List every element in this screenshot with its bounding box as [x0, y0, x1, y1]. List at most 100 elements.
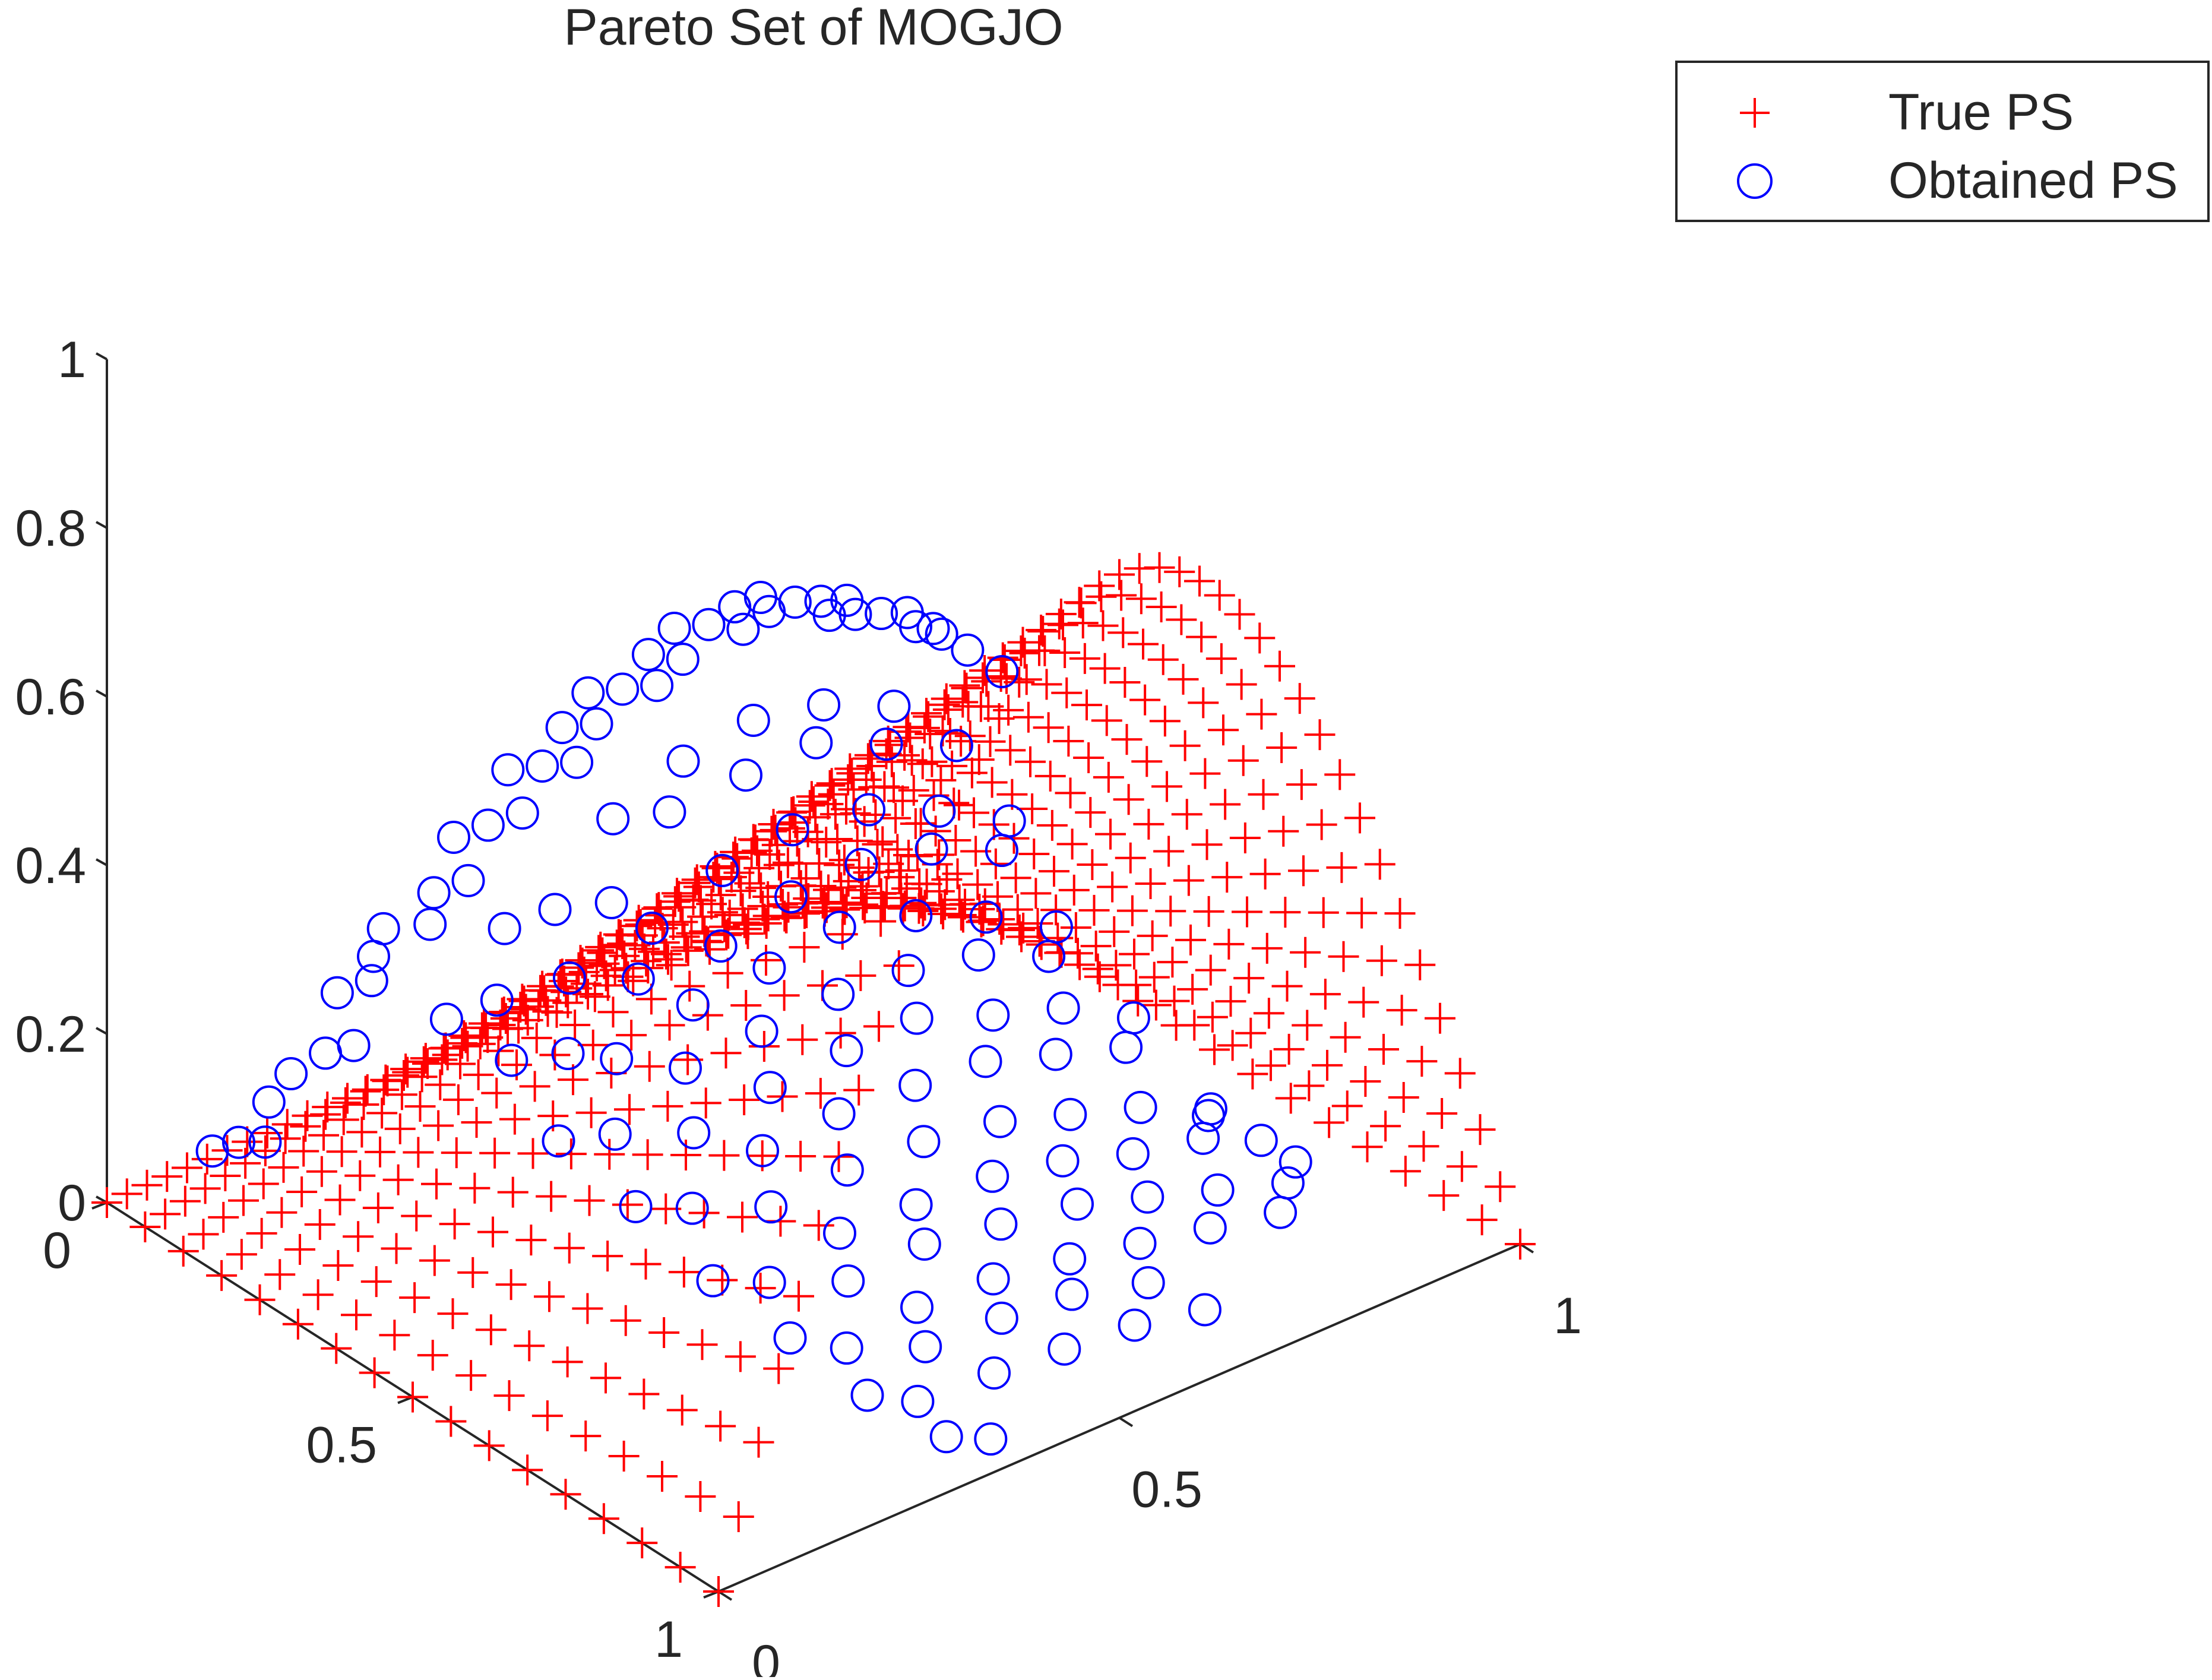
- obtained-ps-point: [692, 608, 726, 641]
- obtained-ps-point: [822, 1097, 856, 1131]
- true-ps-point: [332, 1083, 363, 1114]
- true-ps-point: [1188, 687, 1219, 719]
- true-ps-point: [1227, 745, 1259, 776]
- true-ps-point: [206, 1260, 238, 1291]
- true-ps-point: [619, 929, 651, 961]
- true-ps-point: [756, 815, 787, 847]
- true-ps-point: [360, 1266, 392, 1298]
- obtained-ps-point: [366, 912, 400, 945]
- obtained-ps-point: [666, 744, 700, 778]
- true-ps-point: [1184, 565, 1215, 597]
- true-ps-point: [232, 1126, 263, 1157]
- true-ps-point: [884, 862, 915, 893]
- true-ps-point: [1464, 1114, 1496, 1146]
- true-ps-point: [362, 1192, 394, 1224]
- true-ps-point: [705, 1410, 736, 1442]
- obtained-ps-point: [1131, 1266, 1165, 1300]
- true-ps-point: [1064, 587, 1095, 618]
- true-ps-point: [1153, 836, 1185, 867]
- obtained-ps-point: [822, 910, 856, 944]
- true-ps-point: [944, 884, 975, 916]
- true-ps-point: [1087, 610, 1119, 641]
- obtained-ps-point: [357, 939, 390, 973]
- true-ps-point: [865, 906, 897, 937]
- true-ps-point: [563, 952, 594, 983]
- true-ps-point: [1121, 969, 1152, 1001]
- true-ps-point: [1128, 628, 1159, 660]
- obtained-ps-point: [774, 880, 808, 914]
- true-ps-point: [1264, 650, 1295, 682]
- true-ps-point: [712, 957, 743, 989]
- true-ps-point: [401, 1200, 432, 1232]
- true-ps-point: [1036, 809, 1068, 841]
- true-ps-point: [923, 839, 955, 871]
- true-ps-point: [608, 1441, 640, 1472]
- true-ps-point: [515, 1225, 547, 1256]
- true-ps-point: [481, 1077, 512, 1109]
- true-ps-point: [1237, 1058, 1268, 1090]
- obtained-ps-point: [736, 704, 770, 737]
- true-ps-point: [450, 1022, 482, 1053]
- true-ps-point: [1111, 724, 1143, 755]
- true-ps-point: [976, 767, 1008, 798]
- true-ps-point: [654, 1010, 685, 1041]
- true-ps-point: [774, 813, 805, 844]
- true-ps-point: [657, 909, 689, 941]
- obtained-ps-point: [437, 821, 470, 854]
- true-ps-point: [625, 909, 656, 940]
- true-ps-point: [734, 868, 765, 899]
- true-ps-point: [847, 871, 878, 902]
- true-ps-point: [191, 1143, 223, 1175]
- true-ps-point: [463, 1059, 494, 1090]
- true-ps-point: [1024, 635, 1055, 666]
- obtained-ps-point: [653, 795, 686, 829]
- true-ps-point: [876, 746, 907, 777]
- true-ps-point: [390, 1053, 422, 1085]
- true-ps-point: [1144, 552, 1175, 583]
- true-ps-point: [1306, 809, 1337, 840]
- true-ps-point: [1224, 599, 1255, 630]
- obtained-ps-point: [754, 1190, 788, 1224]
- true-ps-point: [536, 1181, 567, 1212]
- true-ps-point: [1314, 1107, 1345, 1138]
- true-ps-point: [210, 1160, 241, 1192]
- obtained-ps-point: [1061, 1187, 1094, 1221]
- true-ps-point: [923, 875, 955, 907]
- y-tick-label: 0.5: [306, 1417, 377, 1474]
- obtained-ps-point: [830, 1153, 864, 1187]
- true-ps-point: [574, 1185, 605, 1216]
- true-ps-point: [284, 1233, 315, 1265]
- true-ps-point: [1099, 916, 1130, 947]
- true-ps-point: [1366, 945, 1397, 976]
- true-ps-point: [907, 748, 938, 780]
- true-ps-point: [664, 1552, 696, 1583]
- true-ps-point: [730, 989, 762, 1021]
- true-ps-point: [169, 1185, 201, 1217]
- z-tick-label: 0.8: [15, 500, 86, 557]
- true-ps-point: [951, 672, 982, 704]
- true-ps-point: [437, 1298, 469, 1330]
- true-ps-point: [906, 887, 937, 919]
- true-ps-point: [1119, 938, 1150, 970]
- obtained-ps-point: [799, 726, 833, 760]
- true-ps-point: [1055, 777, 1086, 809]
- true-ps-point: [1039, 856, 1069, 887]
- true-ps-point: [455, 1360, 487, 1391]
- true-ps-point: [849, 806, 880, 837]
- y-tick-label: 1: [654, 1611, 683, 1668]
- legend: True PS Obtained PS: [1675, 61, 2210, 222]
- obtained-ps-point: [675, 1191, 709, 1225]
- obtained-ps-point: [320, 976, 354, 1010]
- true-ps-point: [226, 1239, 257, 1270]
- true-ps-point: [448, 1020, 480, 1051]
- obtained-ps-point: [729, 758, 762, 792]
- obtained-ps-point: [852, 793, 886, 827]
- true-ps-point: [282, 1308, 314, 1340]
- obtained-ps-point: [746, 1134, 779, 1168]
- true-ps-point: [803, 848, 835, 879]
- true-ps-point: [727, 1201, 758, 1233]
- true-ps-point: [1109, 666, 1141, 698]
- true-ps-point: [947, 901, 979, 933]
- true-ps-point: [1026, 614, 1057, 646]
